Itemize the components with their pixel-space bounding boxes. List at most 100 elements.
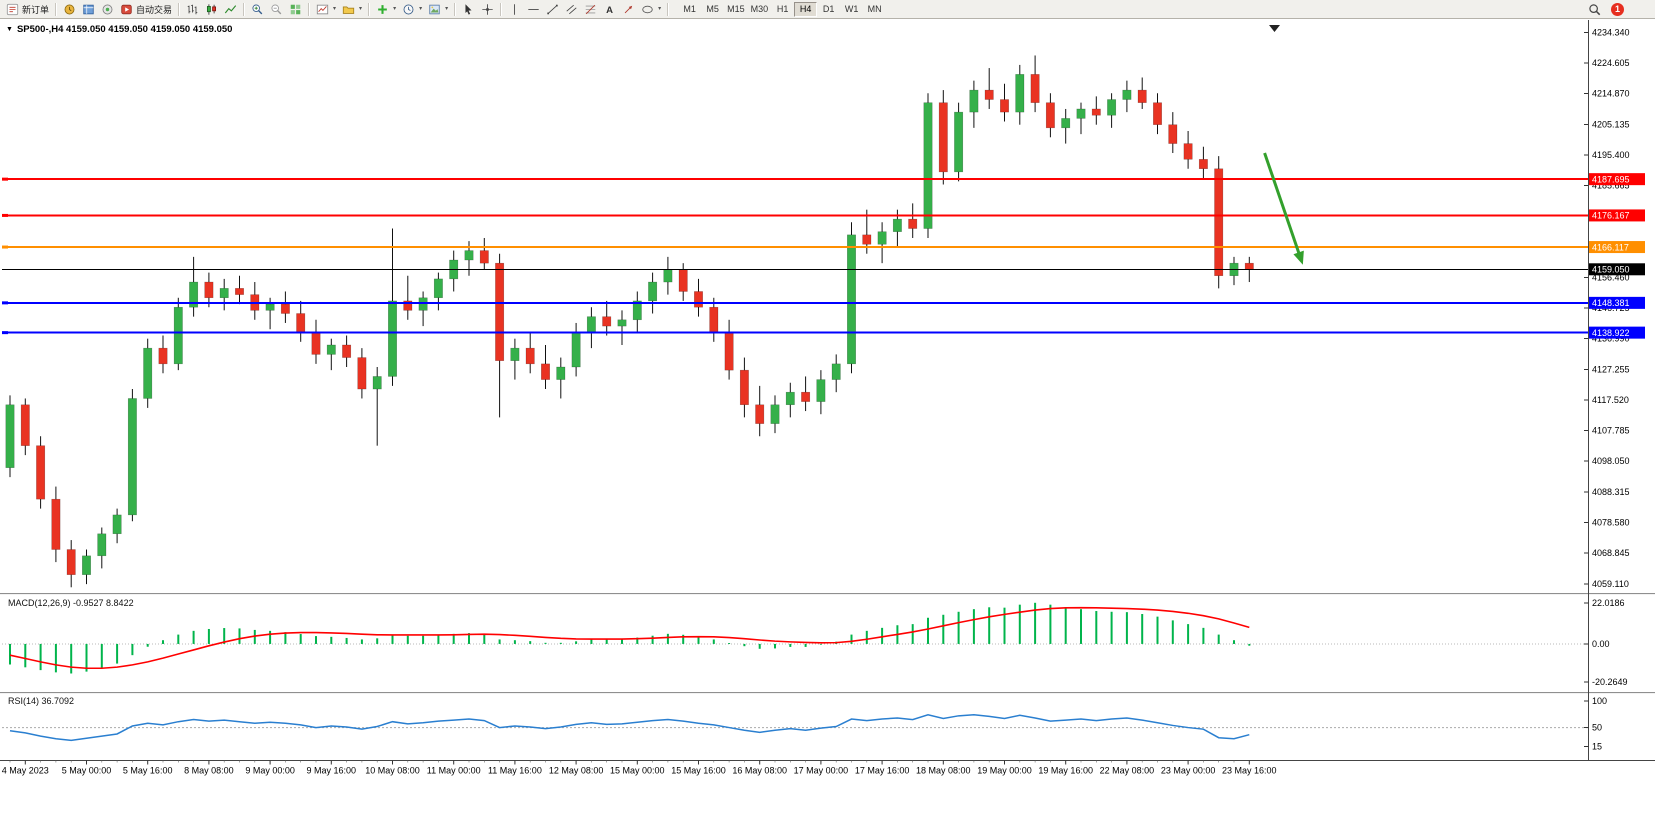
- caret-down-icon: ▾: [658, 6, 662, 12]
- vertical-line-icon: [514, 3, 516, 15]
- search-button[interactable]: [1588, 1, 1601, 18]
- timeframe-button-M1[interactable]: M1: [683, 4, 696, 14]
- auto-trading-button[interactable]: 自动交易: [117, 1, 175, 18]
- toolbar: 新订单 自动交易: [0, 0, 1655, 19]
- time-axis-label: 16 May 08:00: [732, 766, 787, 776]
- time-axis-label: 15 May 00:00: [610, 766, 665, 776]
- time-axis-label: 5 May 00:00: [62, 766, 112, 776]
- data-window-button[interactable]: [79, 1, 98, 18]
- cursor-button[interactable]: [459, 1, 478, 18]
- svg-text:4224.605: 4224.605: [1592, 58, 1630, 68]
- horizontal-line-tool-button[interactable]: [524, 1, 543, 18]
- cursor-icon: [465, 3, 472, 15]
- toolbar-separator: [243, 2, 246, 16]
- time-axis-label: 19 May 00:00: [977, 766, 1032, 776]
- svg-text:4156.460: 4156.460: [1592, 272, 1630, 282]
- time-axis-label: 11 May 16:00: [488, 766, 542, 776]
- time-axis-label: 22 May 08:00: [1100, 766, 1155, 776]
- zoom-in-icon: [252, 3, 263, 14]
- navigator-button[interactable]: [98, 1, 117, 18]
- timeframe-button-W1[interactable]: W1: [844, 4, 859, 14]
- svg-text:4098.050: 4098.050: [1592, 456, 1630, 466]
- indicators-button[interactable]: ▾: [373, 1, 399, 18]
- timeframe-button-MN[interactable]: MN: [867, 4, 882, 14]
- new-order-icon: [6, 3, 19, 15]
- fibonacci-tool-button[interactable]: [581, 1, 600, 18]
- profiles-icon: [342, 5, 355, 14]
- trend-arrow-head: [1293, 250, 1304, 265]
- toolbar-separator: [178, 2, 181, 16]
- arrows-tool-icon: [624, 5, 633, 13]
- timeframe-button-H4[interactable]: H4: [794, 1, 818, 17]
- timeframe-button-M5[interactable]: M5: [706, 4, 719, 14]
- timeframe-button-M30[interactable]: M30: [750, 4, 769, 14]
- svg-text:4138.922: 4138.922: [1592, 328, 1630, 338]
- toolbar-separator: [667, 2, 670, 16]
- svg-text:4148.381: 4148.381: [1592, 298, 1630, 308]
- macd-signal-line: [9, 606, 1250, 670]
- timeframe-button-M15[interactable]: M15: [727, 4, 745, 14]
- level-line-edge-marker: [2, 331, 8, 335]
- channel-icon: [566, 4, 577, 14]
- notification-badge[interactable]: 1: [1611, 2, 1624, 16]
- tile-windows-button[interactable]: [286, 1, 305, 18]
- market-watch-button[interactable]: [60, 1, 79, 18]
- periods-icon: [403, 4, 414, 14]
- new-order-button[interactable]: 新订单: [3, 1, 52, 18]
- time-axis[interactable]: [24, 760, 1250, 765]
- time-axis-label: 12 May 08:00: [549, 766, 604, 776]
- text-tool-icon: A: [606, 4, 613, 15]
- crosshair-button[interactable]: [478, 1, 497, 18]
- candles: [5, 55, 1254, 588]
- chart-ohlc-header: ▼ SP500-,H4 4159.050 4159.050 4159.050 4…: [6, 24, 232, 35]
- one-click-trading-toggle-icon[interactable]: ▼: [6, 26, 13, 33]
- svg-text:A: A: [606, 4, 613, 15]
- text-tool-button[interactable]: A: [600, 1, 619, 18]
- new-order-label: 新订单: [22, 4, 50, 15]
- new-chart-button[interactable]: ▾: [313, 1, 339, 18]
- toolbar-separator: [308, 2, 311, 16]
- svg-text:4234.340: 4234.340: [1592, 27, 1630, 37]
- current-price-badge: [1589, 263, 1645, 276]
- time-axis-label: 23 May 00:00: [1161, 766, 1216, 776]
- rsi-line: [9, 713, 1250, 742]
- candlestick-chart-icon: [207, 3, 217, 15]
- chart-area[interactable]: 4234.340 4224.605 4214.870 4205.135 4195.400…: [0, 19, 1655, 826]
- level-line-edge-marker: [2, 245, 8, 249]
- auto-trading-label: 自动交易: [136, 4, 173, 15]
- svg-text:4136.990: 4136.990: [1592, 334, 1630, 344]
- shapes-tool-button[interactable]: ▾: [638, 1, 664, 18]
- arrows-tool-button[interactable]: [619, 1, 638, 18]
- trendline-tool-button[interactable]: [543, 1, 562, 18]
- templates-button[interactable]: ▾: [425, 1, 451, 18]
- time-axis-label: 17 May 16:00: [855, 766, 910, 776]
- macd-label: MACD(12,26,9) -0.9527 8.8422: [8, 598, 134, 608]
- zoom-out-button[interactable]: [267, 1, 286, 18]
- channel-tool-button[interactable]: [562, 1, 581, 18]
- svg-text:4159.050: 4159.050: [1592, 264, 1630, 274]
- periods-button[interactable]: ▾: [399, 1, 425, 18]
- timeframe-button-D1[interactable]: D1: [822, 4, 835, 14]
- svg-text:4059.110: 4059.110: [1592, 579, 1629, 589]
- timeframe-button-H1[interactable]: H1: [776, 4, 789, 14]
- bar-chart-button[interactable]: [183, 1, 202, 18]
- tile-windows-icon: [290, 4, 301, 14]
- zoom-in-button[interactable]: [248, 1, 267, 18]
- caret-down-icon: ▾: [359, 6, 363, 12]
- svg-text:100: 100: [1592, 696, 1607, 706]
- level-line-edge-marker: [2, 177, 8, 181]
- price-scale-badge: [1589, 241, 1645, 254]
- line-chart-button[interactable]: [221, 1, 240, 18]
- toolbar-separator: [500, 2, 503, 16]
- time-axis-label: 9 May 00:00: [245, 766, 295, 776]
- time-axis-label: 8 May 08:00: [184, 766, 234, 776]
- candlestick-chart-button[interactable]: [202, 1, 221, 18]
- profiles-button[interactable]: ▾: [339, 1, 365, 18]
- templates-icon: [429, 4, 440, 14]
- trend-arrow[interactable]: [1263, 152, 1302, 257]
- vertical-line-tool-button[interactable]: [505, 1, 524, 18]
- auto-trading-icon: [121, 4, 132, 14]
- chart-shift-marker[interactable]: [1269, 25, 1280, 32]
- svg-text:4117.520: 4117.520: [1592, 395, 1629, 405]
- indicators-icon: [378, 4, 387, 14]
